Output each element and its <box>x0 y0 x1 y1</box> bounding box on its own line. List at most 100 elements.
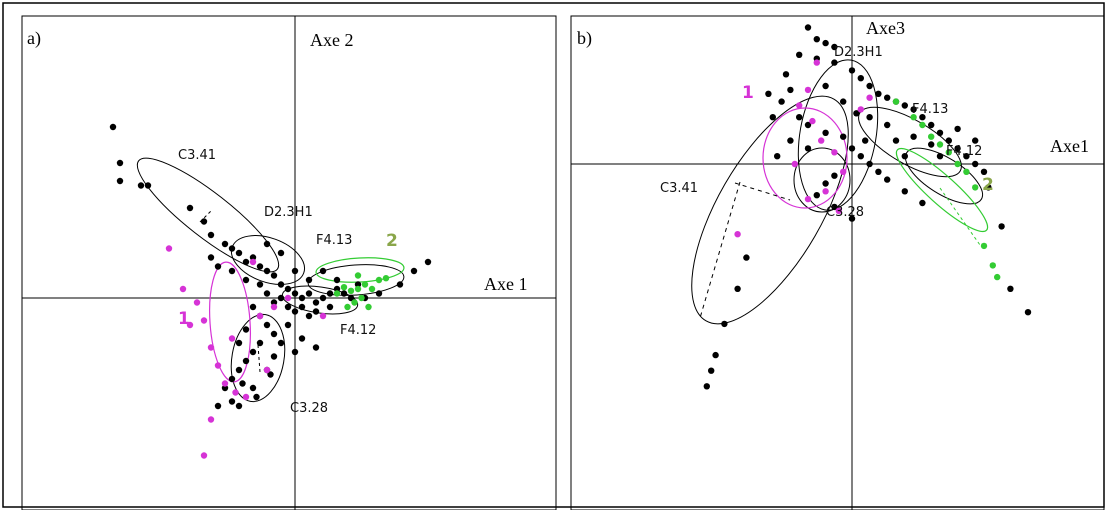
point-b-class2-2 <box>919 121 926 129</box>
point-b-other-44 <box>721 320 728 328</box>
point-a-other-31 <box>424 258 432 266</box>
point-a-other-33 <box>242 276 250 284</box>
point-b-other-45 <box>712 351 719 359</box>
point-b-other-61 <box>774 153 781 160</box>
panel-a-ylabel: Axe 2 <box>310 30 354 50</box>
point-a-other-71 <box>242 326 250 333</box>
point-a-other-1 <box>116 159 124 167</box>
point-a-other-4 <box>144 182 152 189</box>
point-a-other-45 <box>263 321 271 329</box>
point-a-other-14 <box>263 267 271 275</box>
point-a-other-50 <box>242 357 250 365</box>
point-b-other-36 <box>919 199 926 207</box>
point-a-other-77 <box>305 276 313 284</box>
point-a-other-51 <box>235 366 243 374</box>
point-a-other-48 <box>256 339 264 347</box>
ellipse-class1-a <box>209 261 251 383</box>
point-a-class2-3 <box>354 285 362 293</box>
point-b-other-19 <box>954 145 961 152</box>
point-b-other-2 <box>822 39 829 47</box>
point-a-class2-6 <box>375 276 383 284</box>
point-a-other-13 <box>256 263 264 270</box>
point-b-other-69 <box>985 184 992 191</box>
ellipse-class2-b <box>895 147 989 233</box>
point-a-other-38 <box>284 303 292 311</box>
point-a-class1-5 <box>207 344 215 351</box>
point-b-other-20 <box>963 153 970 160</box>
point-b-other-11 <box>884 94 891 101</box>
point-b-other-23 <box>787 86 794 94</box>
point-a-other-5 <box>186 204 194 212</box>
point-a-other-12 <box>249 254 257 261</box>
point-a-other-66 <box>277 249 285 257</box>
point-a-class1-11 <box>200 452 208 459</box>
point-b-other-65 <box>862 137 869 144</box>
point-b-class1-2 <box>796 102 803 109</box>
panel-b: b) Axe3 Axe1 D2.3H1 F4.13 F4.12 C3.41 C3… <box>570 15 1105 510</box>
point-a-other-26 <box>347 294 355 302</box>
point-a-other-36 <box>270 299 278 306</box>
group-label-c328-a: C3.28 <box>290 401 328 416</box>
group-label-c328-b: C3.28 <box>826 205 864 220</box>
point-b-class1-1 <box>804 86 812 94</box>
point-b-other-68 <box>972 137 979 144</box>
point-b-other-48 <box>1007 285 1014 292</box>
point-a-class1-8 <box>232 389 239 396</box>
point-a-other-70 <box>354 281 362 288</box>
point-b-class1-7 <box>822 188 829 195</box>
point-b-other-6 <box>831 59 838 66</box>
point-b-other-26 <box>796 114 803 121</box>
point-b-other-38 <box>822 180 829 187</box>
point-a-other-28 <box>375 290 383 297</box>
point-a-other-25 <box>340 290 348 297</box>
point-a-class1-7 <box>221 380 229 387</box>
point-a-other-52 <box>228 375 236 383</box>
point-b-other-30 <box>848 145 856 152</box>
point-a-other-21 <box>312 299 320 306</box>
point-b-other-31 <box>857 153 864 160</box>
point-a-class1-16 <box>249 258 257 266</box>
ellipse-class1-b <box>762 107 848 209</box>
point-b-other-54 <box>936 153 944 160</box>
point-a-other-24 <box>333 285 341 293</box>
point-a-other-60 <box>312 344 320 351</box>
point-b-other-53 <box>928 141 935 148</box>
group-label-c341-a: C3.41 <box>178 148 216 163</box>
point-a-class2-12 <box>344 303 351 311</box>
point-b-class1-10 <box>835 207 842 214</box>
panel-a-points <box>109 123 432 459</box>
group-label-f413-b: F4.13 <box>912 102 948 117</box>
point-b-other-18 <box>945 137 952 144</box>
point-a-other-22 <box>319 294 327 302</box>
point-b-class2-1 <box>910 114 917 121</box>
point-a-other-46 <box>270 330 278 338</box>
point-a-other-37 <box>277 294 285 302</box>
point-a-other-23 <box>326 290 334 297</box>
point-b-other-1 <box>813 36 820 43</box>
point-b-class2-11 <box>994 273 1001 281</box>
point-b-other-50 <box>998 223 1005 230</box>
point-a-class1-15 <box>319 312 327 320</box>
point-b-other-47 <box>703 383 710 390</box>
panel-a: a) Axe 2 Axe 1 C3.41 D2.3H1 F4.13 F4.12 … <box>21 15 557 510</box>
point-a-other-61 <box>284 321 292 329</box>
point-a-other-78 <box>326 303 334 311</box>
point-a-other-9 <box>228 245 236 252</box>
point-a-other-34 <box>256 281 264 288</box>
point-a-class2-2 <box>347 287 355 294</box>
point-a-other-7 <box>207 231 215 239</box>
point-a-other-58 <box>270 353 278 360</box>
point-b-other-33 <box>875 168 882 175</box>
ellipse-f412-b <box>904 147 984 205</box>
point-a-other-6 <box>200 218 208 225</box>
point-b-other-57 <box>840 98 847 105</box>
group-label-d23h1-b: D2.3H1 <box>834 45 883 60</box>
point-a-class2-7 <box>382 275 390 282</box>
ellipse-c341-b <box>691 95 849 325</box>
panel-b-points <box>703 24 1032 390</box>
point-a-other-55 <box>235 402 243 410</box>
point-b-other-0 <box>804 24 812 31</box>
point-a-class2-1 <box>340 284 348 291</box>
point-a-other-62 <box>291 348 299 356</box>
